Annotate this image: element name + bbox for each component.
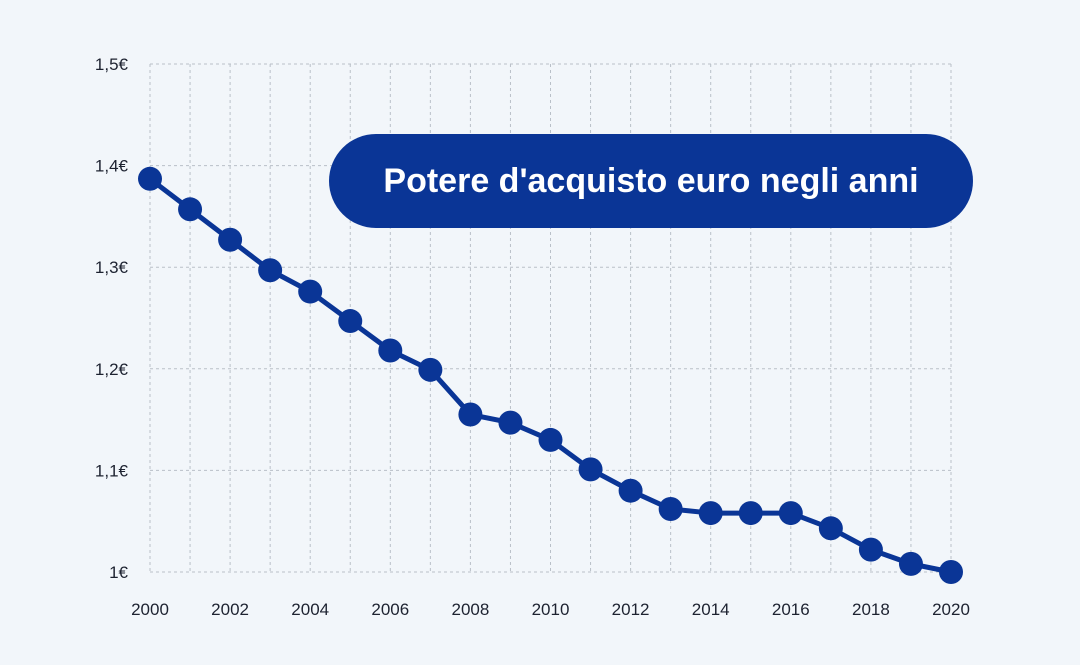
x-tick-label: 2006 bbox=[371, 600, 409, 619]
data-point bbox=[178, 197, 203, 222]
y-tick-label: 1,5€ bbox=[95, 55, 129, 74]
data-point bbox=[218, 227, 243, 252]
x-tick-label: 2018 bbox=[852, 600, 890, 619]
data-point bbox=[458, 402, 483, 427]
data-point bbox=[258, 258, 283, 283]
data-point bbox=[538, 427, 563, 452]
data-point bbox=[618, 478, 643, 503]
data-point bbox=[578, 457, 603, 482]
data-point bbox=[778, 501, 803, 526]
data-point bbox=[858, 537, 883, 562]
series-line bbox=[148, 176, 952, 575]
chart-title: Potere d'acquisto euro negli anni bbox=[383, 161, 919, 200]
x-tick-label: 2016 bbox=[772, 600, 810, 619]
y-tick-label: 1,1€ bbox=[95, 461, 129, 480]
data-point bbox=[698, 501, 723, 526]
data-point bbox=[338, 309, 363, 334]
data-point bbox=[658, 497, 683, 522]
x-tick-label: 2008 bbox=[451, 600, 489, 619]
data-point bbox=[298, 279, 323, 304]
y-tick-label: 1,2€ bbox=[95, 360, 129, 379]
y-axis-ticks: 1€ 1,1€ 1,2€ 1,3€ 1,4€ 1,5€ bbox=[95, 55, 129, 582]
data-point bbox=[738, 501, 763, 526]
x-tick-label: 2000 bbox=[131, 600, 169, 619]
x-axis-ticks: 2000 2002 2004 2006 2008 2010 2012 2014 2016 2018… bbox=[131, 600, 970, 619]
data-point bbox=[418, 357, 443, 382]
data-point bbox=[898, 551, 923, 576]
x-tick-label: 2014 bbox=[692, 600, 730, 619]
chart-title-pill: Potere d'acquisto euro negli anni bbox=[329, 134, 973, 228]
x-tick-label: 2020 bbox=[932, 600, 970, 619]
x-tick-label: 2012 bbox=[612, 600, 650, 619]
data-point bbox=[378, 338, 403, 363]
x-tick-label: 2010 bbox=[532, 600, 570, 619]
x-tick-label: 2004 bbox=[291, 600, 329, 619]
data-point bbox=[818, 516, 843, 541]
data-point bbox=[498, 410, 523, 435]
data-point bbox=[138, 166, 162, 191]
y-tick-label: 1,3€ bbox=[95, 258, 129, 277]
x-tick-label: 2002 bbox=[211, 600, 249, 619]
data-point bbox=[939, 560, 963, 584]
y-tick-label: 1,4€ bbox=[95, 157, 129, 176]
y-tick-label: 1€ bbox=[109, 563, 128, 582]
series bbox=[138, 166, 963, 584]
